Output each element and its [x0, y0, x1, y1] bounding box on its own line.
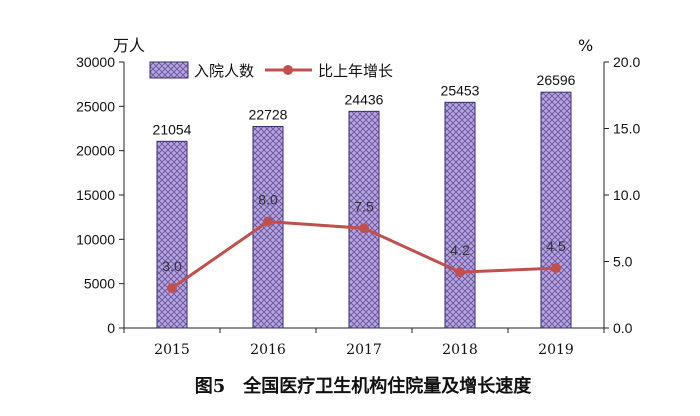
bar [156, 140, 188, 329]
growth-value-label: 4.5 [546, 238, 566, 254]
legend-bar-label: 入院人数 [194, 62, 254, 80]
growth-point [551, 263, 561, 274]
bar-value-label: 26596 [537, 72, 576, 88]
growth-value-label: 4.2 [450, 242, 470, 258]
y-left-unit: 万人 [113, 36, 145, 55]
y-right-tick-label: 15.0 [613, 121, 640, 137]
y-right-tick-label: 0.0 [613, 320, 633, 336]
bar-value-label: 25453 [441, 82, 480, 98]
y-right-tick-label: 20.0 [613, 54, 640, 70]
bars [156, 91, 572, 329]
legend-line-marker [283, 65, 293, 75]
y-left-tick-label: 25000 [76, 98, 115, 114]
growth-point [359, 223, 369, 234]
growth-value-label: 7.5 [354, 198, 374, 214]
y-right-tick-label: 10.0 [613, 187, 640, 203]
growth-point [263, 216, 273, 227]
x-category-label: 2015 [154, 342, 190, 358]
y-right-unit: % [578, 36, 593, 55]
x-category-label: 2018 [442, 342, 478, 358]
legend-line-label: 比上年增长 [318, 62, 393, 80]
y-left-tick-label: 30000 [76, 54, 115, 70]
data-labels: 21054 22728 24436 25453 26596 3.0 8.0 7.5 4.2 4.5 [153, 72, 576, 274]
legend-bar-swatch [149, 61, 189, 79]
growth-point [455, 267, 465, 278]
y-left-tick-label: 10000 [76, 231, 115, 247]
growth-value-label: 8.0 [258, 192, 278, 208]
bar [348, 110, 380, 329]
axes: 0 5000 10000 15000 20000 25000 30000 0.0 5.0 10.0… [76, 54, 640, 358]
y-left-tick-label: 15000 [76, 187, 115, 203]
y-left-tick-label: 20000 [76, 143, 115, 159]
y-left-tick-label: 0 [107, 320, 115, 336]
x-category-label: 2019 [538, 342, 574, 358]
y-left-tick-label: 5000 [84, 276, 115, 292]
bar [540, 91, 572, 329]
bar-value-label: 21054 [153, 121, 192, 137]
bar-value-label: 24436 [345, 91, 384, 107]
bar [444, 101, 476, 329]
growth-point [167, 283, 177, 294]
bar-value-label: 22728 [249, 106, 288, 122]
growth-value-label: 3.0 [162, 258, 182, 274]
growth-line [167, 216, 561, 294]
x-category-label: 2016 [250, 342, 286, 358]
legend: 入院人数 比上年增长 [149, 61, 393, 80]
chart-caption: 图5 全国医疗卫生机构住院量及增长速度 [195, 375, 533, 397]
y-right-tick-label: 5.0 [613, 254, 633, 270]
x-category-label: 2017 [346, 342, 382, 358]
